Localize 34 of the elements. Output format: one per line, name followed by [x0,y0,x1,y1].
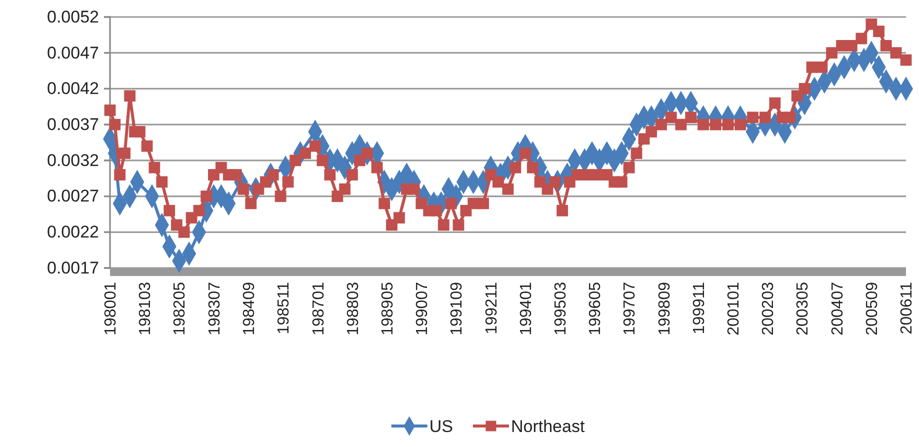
x-tick-label: 198001 [102,282,120,336]
x-tick-label: 200509 [864,282,881,336]
legend-label: Northeast [510,416,585,436]
x-tick-label: 200407 [829,282,846,336]
x-tick-label: 200611 [898,282,916,334]
x-tick-label: 199911 [690,282,708,334]
y-tick-label: 0.0032 [47,150,99,170]
x-tick-label: 198307 [206,282,224,336]
legend-label: US [429,416,453,436]
y-tick-label: 0.0027 [47,186,99,206]
y-tick-label: 0.0017 [47,258,99,278]
x-tick-label: 198103 [137,282,154,336]
x-tick-label: 198511 [276,282,293,334]
y-tick-label: 0.0042 [47,79,99,98]
x-tick-label: 198205 [172,282,189,336]
x-tick-label: 198701 [310,282,328,336]
y-tick-label: 0.0037 [47,115,99,134]
x-tick-label: 198803 [344,282,362,336]
x-tick-label: 200101 [726,282,743,336]
x-tick-label: 199401 [518,282,535,336]
x-tick-label: 198409 [241,282,258,336]
x-tick-label: 200305 [794,282,812,336]
y-tick-label: 0.0047 [47,43,99,62]
x-tick-label: 199211 [483,282,500,334]
x-tick-label: 199109 [448,282,466,336]
x-tick-label: 200203 [760,282,778,336]
x-tick-label: 198905 [379,282,396,336]
x-tick-label: 199809 [656,282,674,336]
x-tick-label: 199707 [622,282,639,336]
x-tick-label: 199605 [587,282,604,336]
y-tick-label: 0.0022 [47,222,99,242]
x-tick-label: 199503 [552,282,570,336]
x-tick-label: 199007 [414,282,431,336]
y-tick-label: 0.0052 [47,7,99,26]
